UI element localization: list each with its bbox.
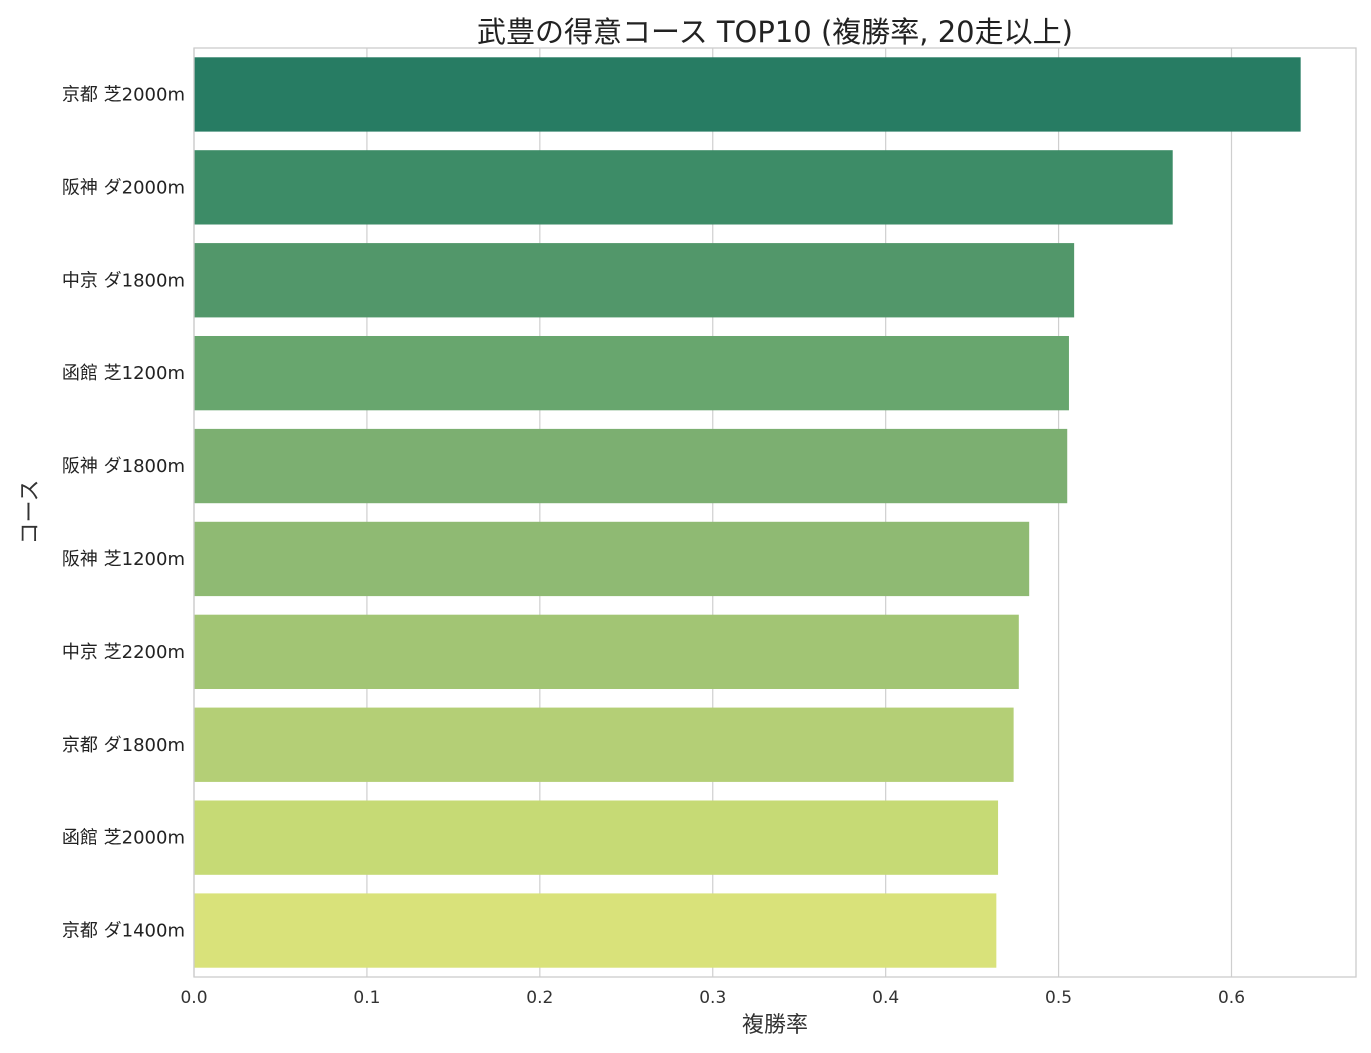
bar [194, 243, 1075, 318]
bar [194, 521, 1030, 597]
y-category-label: 中京 芝2200m [62, 642, 185, 663]
bar [194, 800, 999, 875]
y-category-label: 函館 芝2000m [62, 828, 185, 849]
bar [194, 893, 997, 968]
y-category-label: 京都 ダ1800m [62, 735, 185, 756]
y-category-label: 阪神 芝1200m [62, 549, 185, 570]
bar [194, 335, 1069, 411]
y-category-label: 中京 ダ1800m [62, 270, 185, 291]
x-tick-label: 0.6 [1218, 988, 1245, 1008]
y-category-label: 阪神 ダ1800m [62, 456, 185, 477]
x-tick-label: 0.1 [353, 988, 380, 1008]
y-category-label: 函館 芝1200m [62, 363, 185, 384]
chart-title: 武豊の得意コース TOP10 (複勝率, 20走以上) [477, 15, 1073, 49]
bar [194, 150, 1173, 225]
x-tick-label: 0.2 [526, 988, 553, 1008]
y-category-labels: 京都 芝2000m 阪神 ダ2000m 中京 ダ1800m 函館 芝1200m 阪神 ダ… [62, 84, 185, 941]
y-category-label: 京都 ダ1400m [62, 921, 185, 942]
bar [194, 428, 1068, 504]
bar [194, 614, 1019, 690]
x-tick-label: 0.4 [872, 988, 899, 1008]
x-tick-label: 0.3 [699, 988, 726, 1008]
bars [194, 57, 1301, 968]
y-axis-title: コース [18, 480, 43, 545]
bar [194, 57, 1301, 132]
x-tick-label: 0.0 [180, 988, 207, 1008]
x-axis-title: 複勝率 [742, 1013, 808, 1038]
y-category-label: 京都 芝2000m [62, 84, 185, 105]
plot-frame [193, 47, 1357, 978]
bar [194, 707, 1014, 782]
x-tick-label: 0.5 [1045, 988, 1072, 1008]
x-tick-labels: 0.0 0.1 0.2 0.3 0.4 0.5 0.6 [180, 988, 1245, 1008]
y-category-label: 阪神 ダ2000m [62, 177, 185, 198]
